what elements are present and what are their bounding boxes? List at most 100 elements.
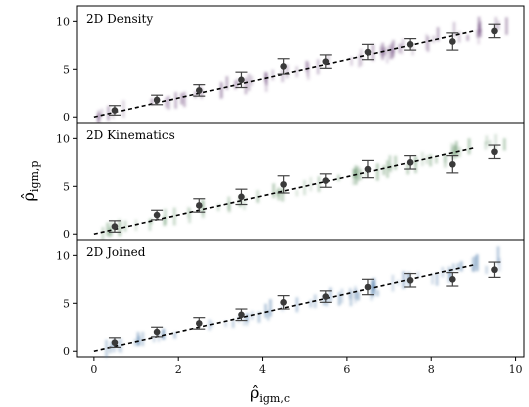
sample-smear [242,196,246,210]
y-ticks: 0 5 10 [56,15,77,124]
sample-smear [447,266,451,283]
sample-smear [458,146,462,158]
sample-smear [118,218,122,236]
sample-smear [257,311,261,323]
sample-cloud [96,16,508,126]
sample-smear [425,34,429,50]
y-tick-label: 10 [56,15,70,28]
binned-point [322,177,330,184]
sample-smear [385,49,389,64]
x-tick-label: 0 [90,363,97,376]
sample-smear [504,17,508,35]
sample-smear [359,168,363,181]
x-ticks: 0 2 4 6 8 10 [90,357,523,376]
sample-smear [479,28,483,38]
sample-smear [477,33,481,45]
y-tick-label: 0 [63,345,70,358]
sample-smear [401,38,405,48]
y-tick-label: 0 [63,111,70,124]
marks [93,144,501,236]
sample-smear [416,271,420,279]
y-tick-label: 10 [56,249,70,262]
sample-smear [467,138,471,155]
sample-smear [452,21,456,38]
panel-joined: 0 5 10 2D Joined [56,239,525,358]
sample-smear [285,64,289,79]
sample-smear [244,77,248,95]
sample-smear [281,188,285,202]
binned-point [195,202,203,209]
sample-smear [473,256,477,267]
sample-smear [309,177,313,192]
sample-smear [397,43,401,54]
sample-smear [325,295,329,307]
sample-smear [316,59,320,75]
binned-point [195,320,203,327]
binned-point [111,107,119,114]
sample-smear [431,273,435,285]
x-tick-label: 2 [175,363,182,376]
binned-point [449,38,456,45]
sample-smear [245,313,249,327]
sample-smear [350,56,354,66]
sample-smear [388,155,392,170]
binned-point [491,27,498,35]
binned-point [406,159,414,166]
sample-smear [436,27,440,42]
sample-smear [162,328,166,340]
sample-smear [173,332,177,339]
sample-smear [466,34,470,41]
sample-smear [400,43,404,55]
sample-smear [188,208,192,224]
sample-smear [108,346,112,354]
binned-point [195,87,203,94]
sample-smear [172,207,176,226]
binned-point [364,48,372,56]
binned-point [153,96,161,104]
sample-smear [432,35,436,44]
sample-smear [242,316,246,326]
sample-smear [100,108,104,117]
sample-smear [234,80,238,90]
marks [93,23,501,119]
sample-smear [152,335,156,343]
sample-smear [165,97,169,108]
sample-smear [380,48,384,58]
y-tick-label: 10 [56,132,70,145]
sample-smear [484,141,488,150]
sample-smear [391,274,395,292]
panel-kinematics: 0 5 10 2D Kinematics [56,122,525,241]
sample-smear [453,144,457,155]
sample-smear [98,112,102,121]
sample-smear [475,254,479,271]
sample-smear [216,203,220,212]
x-axis-label: ρ̂igm,c [250,383,290,405]
y-tick-label: 5 [63,180,70,193]
binned-point [322,293,330,300]
y-tick-label: 5 [63,297,70,310]
sample-smear [123,220,127,232]
sample-smear [295,189,299,197]
panel-title: 2D Joined [86,245,146,259]
binned-point [406,41,414,48]
sample-smear [451,263,455,271]
sample-smear [478,21,482,33]
sample-smear [488,140,492,148]
sample-smear [271,69,275,81]
y-tick-label: 5 [63,63,70,76]
sample-smear [264,303,268,318]
binned-point [111,339,119,346]
sample-smear [317,176,321,193]
sample-smear [303,179,307,196]
sample-smear [105,339,109,358]
sample-smear [359,48,363,66]
sample-smear [485,265,489,274]
y-axis-label: ρ̂igm,p [19,161,41,202]
sample-smear [272,183,276,199]
binned-point [280,181,287,188]
y-ticks: 0 5 10 [56,132,77,241]
panel-title: 2D Kinematics [86,128,175,142]
sample-smear [471,257,475,272]
sample-smear [375,163,379,181]
